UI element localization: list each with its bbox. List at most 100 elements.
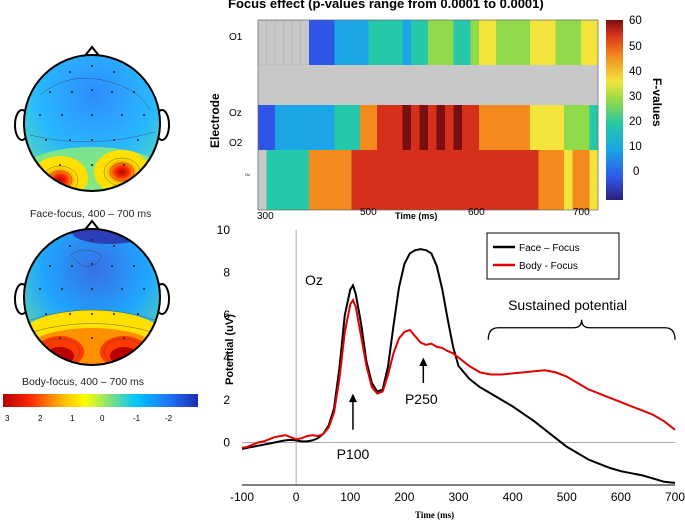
heatmap-cell-O1-27	[487, 20, 497, 65]
heatmap-cell-Oz-19	[419, 105, 429, 150]
heatmap-cell-Oz-38	[581, 105, 590, 150]
heatmap-cell-O2-38	[581, 150, 590, 210]
x-tick-label--100: -100	[230, 490, 254, 504]
heatmap-cell-Oz-29	[504, 105, 514, 150]
cbar-tick-20: 20	[629, 116, 642, 128]
heatmap-cell-O2-21	[436, 150, 446, 210]
heatmap-cell-O2-3	[283, 150, 293, 210]
heatmap-cell-O2-11	[351, 150, 361, 210]
heatmap-cell-O1-9	[334, 20, 344, 65]
x-tick-label-200: 200	[394, 490, 414, 504]
heatmap-cell-Oz-10	[343, 105, 352, 150]
heatmap-cell-O2-7	[317, 150, 327, 210]
heatmap-cell-O1-7	[317, 20, 327, 65]
cbar-tick-30: 30	[629, 91, 642, 103]
heatmap-cell-O2-30	[513, 150, 522, 210]
cbar-tick-0: 0	[633, 166, 639, 178]
heatmap-cell-O1-37	[572, 20, 582, 65]
heatmap-cell-Oz-33	[538, 105, 548, 150]
sustained-brace	[487, 319, 676, 340]
y-tick-label-4: 4	[223, 351, 230, 365]
heatmap-cell-Oz-3	[283, 105, 293, 150]
heatmap-cell-Oz-39	[589, 105, 599, 150]
heatmap-cell-Oz-36	[564, 105, 573, 150]
heatmap-xtick-500: 500	[360, 207, 377, 218]
heatmap-xtick-700: 700	[573, 207, 590, 218]
heatmap-cell-Oz-25	[470, 105, 480, 150]
topomap-body-focus	[14, 219, 170, 366]
legend-label-face: Face – Focus	[519, 243, 580, 254]
heatmap-cell-O1-31	[521, 20, 531, 65]
heatmap-cell-O1-35	[555, 20, 565, 65]
line-chart-annotations: P100 P250 Sustained potential	[337, 297, 676, 462]
heatmap-cell-O1-4	[291, 19, 301, 66]
heatmap-cell-O1-15	[385, 20, 395, 65]
heatmap-cell-O2-2	[275, 150, 284, 210]
topo-tick-1: 1	[70, 414, 75, 423]
heatmap-cell-O1-29	[504, 20, 514, 65]
heatmap-cell-O2-34	[547, 150, 556, 210]
series-line-0	[241, 248, 676, 484]
p250-arrowhead	[419, 357, 428, 366]
heatmap-cell-O2-23	[453, 150, 463, 210]
line-chart-series	[241, 248, 676, 484]
heatmap-cell-O2-0	[257, 149, 267, 211]
y-tick-label-2: 2	[223, 393, 230, 407]
heatmap-cell-Oz-32	[530, 105, 539, 150]
heatmap-cell-Oz-6	[309, 105, 318, 150]
heatmap-cell-O1-13	[368, 20, 378, 65]
heatmap-cell-O1-12	[360, 20, 369, 65]
heatmap-cell-O1-22	[445, 20, 454, 65]
topo-tick-2: 2	[38, 414, 43, 423]
heatmap-row-O1: O1	[229, 32, 243, 43]
heatmap-cell-O2-14	[377, 150, 386, 210]
heatmap-xtick-300: 300	[257, 211, 274, 222]
heatmap-cell-Oz-7	[317, 105, 327, 150]
y-tick-label-10: 10	[217, 223, 231, 237]
heatmap-cell-O2-24	[462, 150, 471, 210]
heatmap-cell-O2-22	[445, 150, 454, 210]
heatmap-cell-O2-29	[504, 150, 514, 210]
heatmap-cell-O1-6	[309, 20, 318, 65]
heatmap-cell-O1-18	[411, 20, 420, 65]
heatmap-cell-O1-21	[436, 20, 446, 65]
heatmap-cell-Oz-27	[487, 105, 497, 150]
series-line-1	[241, 297, 676, 449]
heatmap-cell-O2-16	[394, 150, 403, 210]
line-chart-xlabel: Time (ms)	[415, 510, 454, 520]
heatmap-cell-O2-36	[564, 150, 573, 210]
heatmap-cell-O2-26	[479, 150, 488, 210]
heatmap-cell-Oz-11	[351, 105, 361, 150]
heatmap-cell-O1-10	[343, 20, 352, 65]
heatmap-cell-O1-2	[274, 19, 284, 66]
heatmap-cell-Oz-0	[258, 105, 267, 150]
heatmap-cells	[257, 19, 599, 211]
heatmap-cell-O1-11	[351, 20, 361, 65]
y-tick-label-6: 6	[223, 308, 230, 322]
heatmap-cell-O1-0	[257, 19, 267, 66]
heatmap-cell-Oz-9	[334, 105, 344, 150]
heatmap-cell-O1-26	[479, 20, 488, 65]
heatmap-cell-Oz-5	[300, 105, 310, 150]
topo-tick-m1: -1	[133, 414, 141, 423]
heatmap-cell-Oz-21	[436, 105, 446, 150]
heatmap-cell-Oz-8	[326, 105, 335, 150]
cbar-tick-40: 40	[629, 66, 642, 78]
heatmap-cell-Oz-15	[385, 105, 395, 150]
heatmap-cell-O2-35	[555, 150, 565, 210]
heatmap-cell-O1-34	[547, 20, 556, 65]
heatmap-cell-O1-14	[377, 20, 386, 65]
topo-colorbar: 3 2 1 0 -1 -2	[3, 394, 198, 423]
heatmap-cell-Oz-35	[555, 105, 565, 150]
legend: Face – Focus Body - Focus	[486, 232, 620, 280]
x-tick-label-600: 600	[611, 490, 631, 504]
x-tick-label-400: 400	[503, 490, 523, 504]
p100-arrowhead	[348, 393, 357, 403]
cbar-label: F-values	[650, 78, 664, 127]
heatmap-cell-Oz-4	[292, 105, 301, 150]
sustained-label: Sustained potential	[508, 297, 627, 313]
heatmap-cell-O2-6	[309, 150, 318, 210]
line-chart-ylabel: Potential (uV)	[224, 314, 236, 385]
heatmap-cell-O2-10	[343, 150, 352, 210]
heatmap-xtick-600: 600	[468, 207, 485, 218]
